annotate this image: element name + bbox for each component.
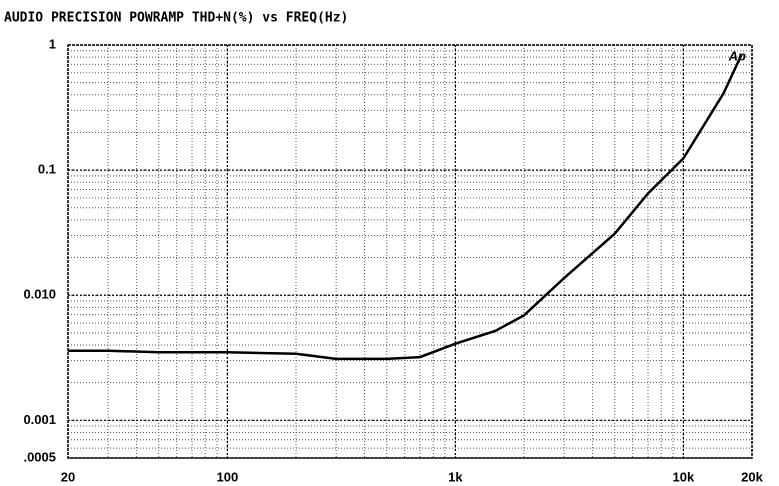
- y-tick-label: 0.1: [38, 162, 56, 177]
- x-tick-label: 10k: [673, 469, 695, 484]
- plot-frame: [67, 44, 753, 459]
- y-tick-label: 0.010: [23, 287, 56, 302]
- x-tick-label: 20k: [741, 469, 763, 484]
- x-tick-label: 100: [217, 469, 239, 484]
- y-tick-label: 1: [49, 36, 56, 51]
- x-tick-label: 1k: [448, 469, 463, 484]
- x-tick-label: 20: [61, 469, 75, 484]
- chart-title: AUDIO PRECISION POWRAMP THD+N(%) vs FREQ…: [4, 11, 348, 26]
- data-line: [68, 53, 743, 361]
- y-tick-label: .0005: [23, 449, 56, 464]
- annotation: Ap: [728, 48, 746, 63]
- y-tick-label: 0.001: [23, 412, 56, 427]
